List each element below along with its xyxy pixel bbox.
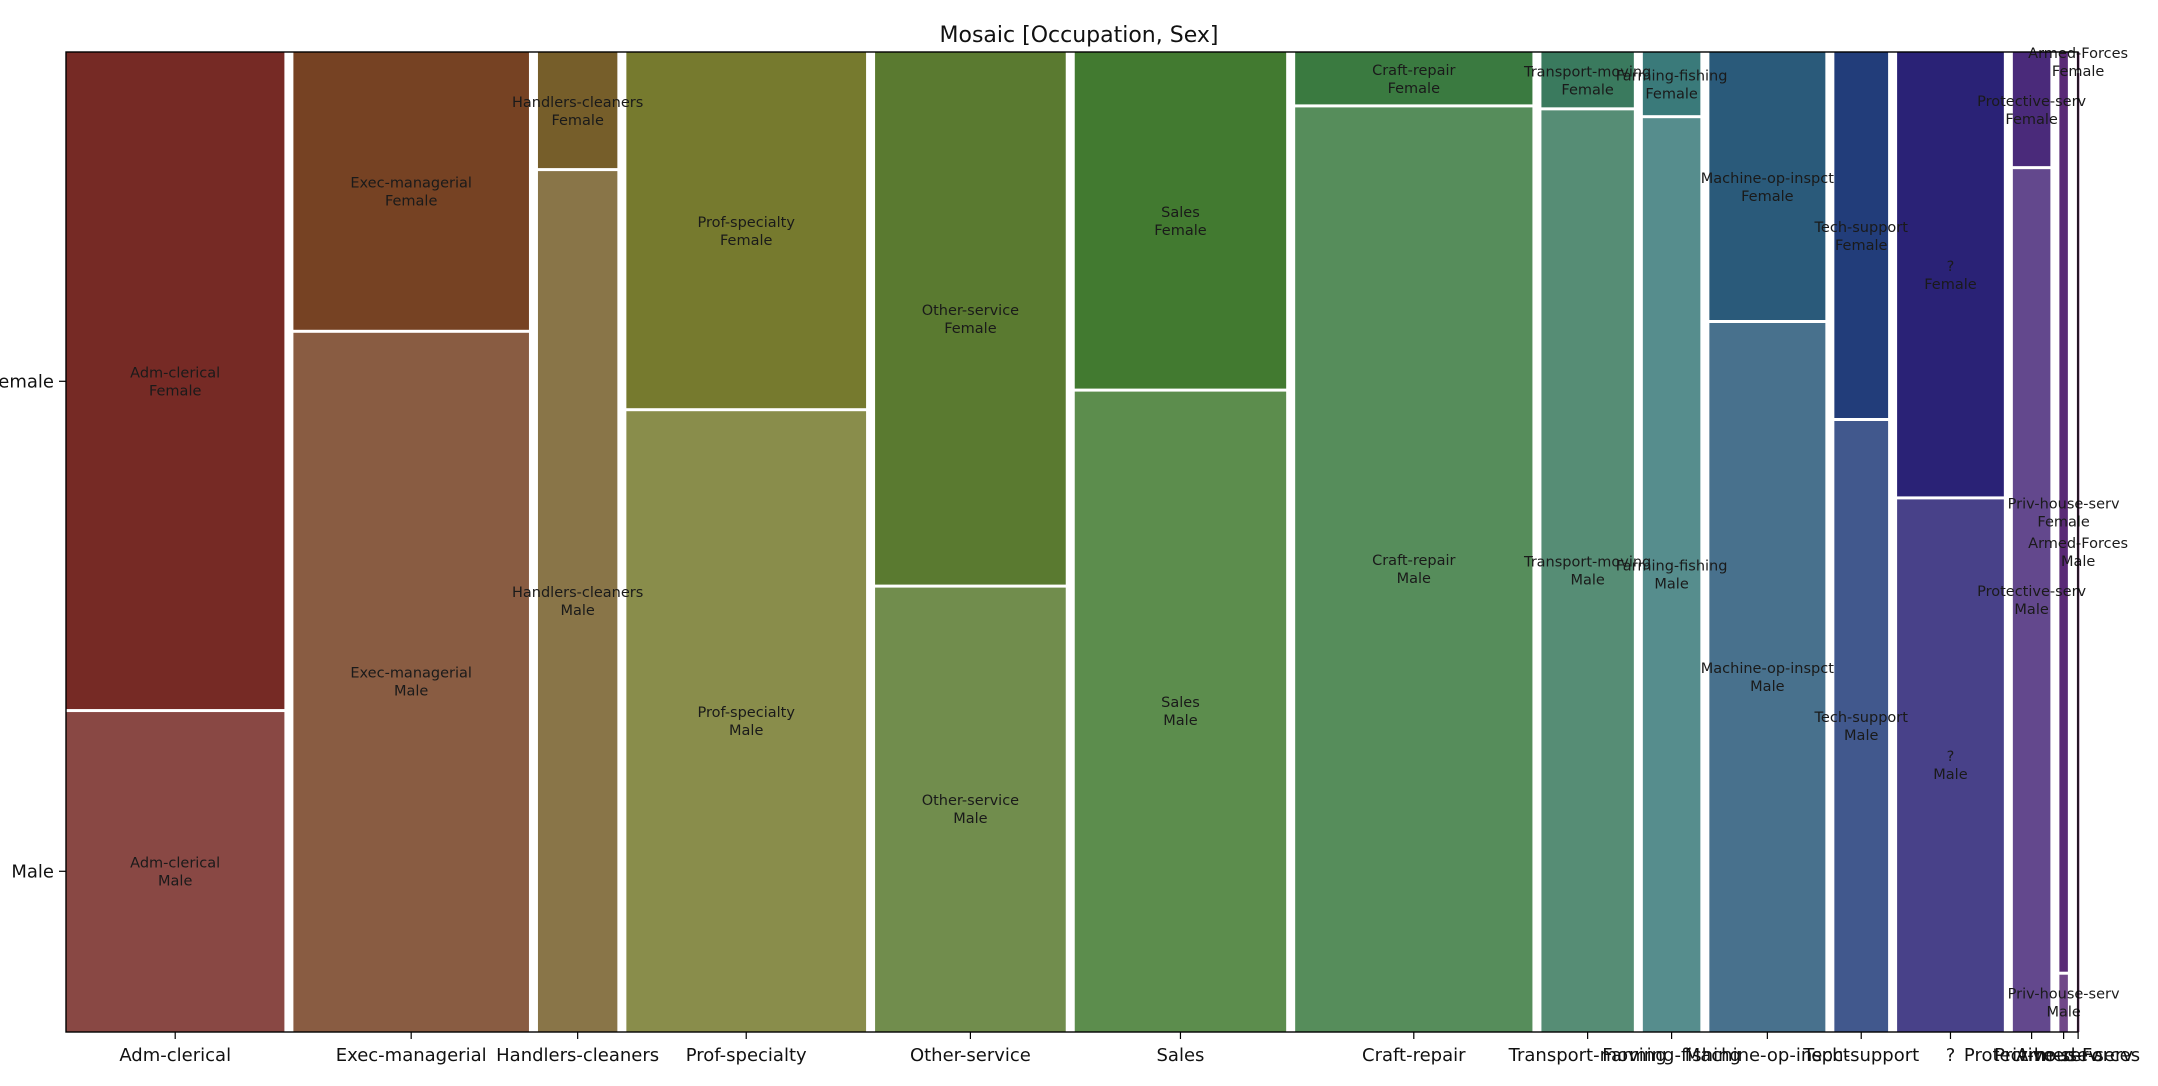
cell-other-service-male: [875, 588, 1066, 1032]
cell-adm-clerical-male: [66, 712, 284, 1032]
chart-title: Mosaic [Occupation, Sex]: [940, 23, 1219, 48]
x-tick-label-adm-clerical: Adm-clerical: [119, 1045, 231, 1066]
cell-exec-managerial-male: [293, 333, 529, 1032]
x-tick-label-handlers-cleaners: Handlers-cleaners: [496, 1045, 659, 1066]
cell-prof-specialty-male: [626, 411, 866, 1032]
x-tick-label-tech-support: Tech-support: [1802, 1045, 1919, 1066]
x-tick-label-armed-forces: Armed-Forces: [2016, 1045, 2140, 1066]
cell-tech-support-male: [1834, 421, 1888, 1032]
cell-unknown-male: [1897, 499, 2004, 1032]
x-tick-label-exec-managerial: Exec-managerial: [336, 1045, 487, 1066]
x-tick-label-craft-repair: Craft-repair: [1362, 1045, 1466, 1066]
cell-priv-house-serv-male: [2059, 975, 2067, 1032]
x-tick-label-unknown: ?: [1946, 1045, 1956, 1066]
cell-protective-serv-male: [2013, 169, 2051, 1032]
x-tick-label-other-service: Other-service: [910, 1045, 1031, 1066]
cell-handlers-cleaners-male: [538, 171, 617, 1032]
y-tick-label-female: Female: [0, 371, 54, 392]
cell-craft-repair-male: [1295, 107, 1532, 1032]
cell-farming-fishing-male: [1643, 118, 1701, 1032]
y-tick-label-male: Male: [11, 861, 54, 882]
x-tick-label-sales: Sales: [1156, 1045, 1204, 1066]
cell-sales-male: [1075, 392, 1286, 1032]
x-tick-label-prof-specialty: Prof-specialty: [686, 1045, 807, 1066]
cell-machine-op-inspct-male: [1709, 323, 1825, 1032]
